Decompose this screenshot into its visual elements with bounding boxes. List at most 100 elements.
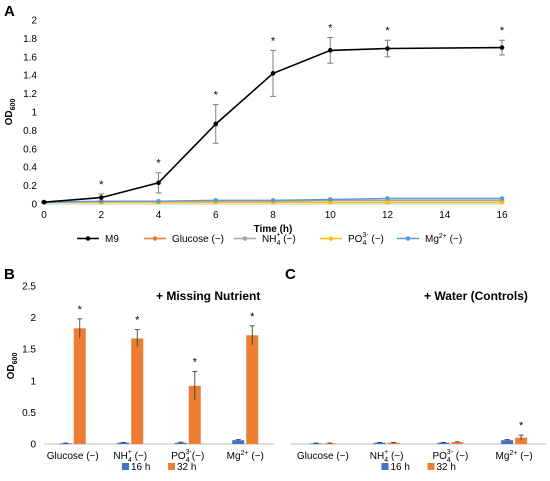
panel-a-xtick: 4 [156,210,162,221]
panel-b-ytick: 1.5 [22,345,36,356]
panel-a-significance-star: * [214,90,219,102]
panel-a-point [499,199,505,205]
panel-b-category-label-sub: 4 [128,457,132,464]
panel-b-category-label: Glucose (−) [47,451,99,462]
panel-a-point [213,121,219,127]
panel-c-category-label-rest: (−) [517,451,532,462]
panel-c-legend: 16 h 32 h [381,462,456,473]
panel-b-bar [246,335,259,444]
panel-c-category-label-sup: 2+ [509,450,517,457]
panel-b-ytick: 1 [30,376,36,387]
panel-b-category-label-rest: (−) [192,451,205,462]
panel-c-category-label-base: PO [432,451,447,462]
panel-b-letter: B [4,266,15,283]
panel-c-legend-label: 32 h [437,462,456,473]
panel-b-legend-swatch [122,463,129,470]
panel-a-legend-label: Glucose (−) [172,234,224,245]
panel-b-category-label-sub: 4 [186,457,190,464]
panel-c-legend-swatch [427,463,435,470]
panel-a-legend-marker [85,236,91,241]
panel-a-legend-marker [328,236,334,241]
panel-a-point [98,195,104,200]
panel-a-legend-label-rest: (−) [280,234,295,245]
panel-a-legend-label-sup: 2+ [439,233,447,240]
panel-b-annotation: + Missing Nutrient [156,289,260,303]
panel-a-ytick: 1.8 [23,34,37,45]
panel-c-letter: C [285,266,296,283]
panel-b-bar [73,328,86,444]
panel-a-chart: 0 0.2 0.4 0.6 0.8 1 1.2 1.4 1.6 1.8 2 0 2 4 6 8 10 12 14 16… [23,16,508,222]
panel-b-category-label-sup: + [128,449,132,456]
panel-a-ytick: 0.8 [23,126,37,137]
panel-a-ylabel-sub: 600 [10,99,17,111]
panel-b-category-label-sup: 3- [186,449,193,456]
panel-a-point [385,196,390,201]
panel-a-significance-star: * [271,35,276,47]
panel-a-series-line [43,46,503,203]
panel-a-legend-marker [152,236,158,241]
panel-b-category-label-rest: (−) [249,451,264,462]
panel-c-chart: Glucose (−) NH4+ (−) PO43- (−)*Mg2+ (−) [291,420,546,464]
panel-a-ylabel-main: OD [4,110,15,125]
panel-b-bar [188,385,201,444]
panel-b-ylabel: OD600 [6,353,19,380]
panel-a-point [385,46,390,51]
panel-a-legend-marker [405,236,411,241]
panel-c-category-label: Mg2+ (−) [496,450,533,462]
panel-b-significance-star: * [250,311,255,323]
panel-b-ytick: 2 [30,313,36,324]
panel-c-bar [387,442,400,444]
panel-b-category-label-base: NH [113,451,127,462]
panel-c-category-label-base: Mg [496,451,510,462]
panel-a-series-line [43,197,502,203]
panel-a-ytick: 1 [31,108,37,119]
panel-b-bar [232,440,245,444]
panel-a-point [499,196,505,201]
panel-a-ytick: 1.6 [23,52,37,63]
panel-c-bar [309,443,322,445]
panel-a-point [385,199,390,205]
panel-b-category-label: NH4+ (−) [113,449,147,464]
panel-a-legend-label: Mg2+ (−) [425,233,462,245]
panel-a-ytick: 2 [31,16,37,27]
panel-a-xtick: 0 [41,210,47,221]
panel-b-legend: 16 h 32 h [122,462,196,473]
panel-a-xtick: 10 [325,210,337,221]
panel-c-category-label: NH4+ (−) [370,449,404,464]
panel-c-bar [501,440,514,444]
panel-a-legend-label-rest: (−) [369,234,384,245]
panel-c-annotation: + Water (Controls) [424,289,528,303]
panel-a-point [270,71,276,76]
panel-a-ytick: 0.2 [23,181,37,192]
panel-a-legend-label: PO43- (−) [348,232,384,247]
panel-b-category-label-base: PO [171,451,186,462]
panel-b-ytick: 2.5 [22,282,36,293]
panel-c-category-label: Glucose (−) [297,451,349,462]
panel-a-significance-star: * [156,158,161,170]
panel-a-legend-label-rest: (−) [447,234,462,245]
panel-b-legend-label: 32 h [177,462,196,473]
panel-b-ylabel-sub: 600 [12,353,19,365]
panel-b-significance-star: * [78,304,83,316]
panel-a-legend-label-sup: + [276,232,280,239]
panel-a-legend: M9 Glucose (−) NH4+ (−) PO43- (−) Mg2+ (−) [77,232,462,247]
panel-c-legend-swatch [381,463,389,470]
panel-b-category-label: PO43-(−) [171,449,204,464]
panel-a-ytick: 0.6 [23,144,37,155]
panel-c-category-label-sup: 3- [447,449,454,456]
panel-a-legend-label-base: NH [262,234,276,245]
panel-a-point [41,199,47,205]
panel-b-ytick: 0.5 [22,408,36,419]
panel-b-significance-star: * [135,315,140,327]
panel-b-legend-swatch [168,463,175,470]
panel-b-category-label: Mg2+ (−) [227,450,264,462]
panel-a-point [156,198,161,204]
panel-c-bar [373,442,386,444]
panel-a-legend-label-base: PO [348,234,363,245]
panel-a-legend-label-sub: 4 [276,240,280,247]
panel-a-ytick: 1.2 [23,89,37,100]
panel-b-chart: 00.511.522.5*Glucose (−)*NH4+ (−)*PO43-(… [22,282,274,464]
panel-a-legend-label: M9 [105,234,119,245]
panel-c-category-label-base: NH [370,451,384,462]
